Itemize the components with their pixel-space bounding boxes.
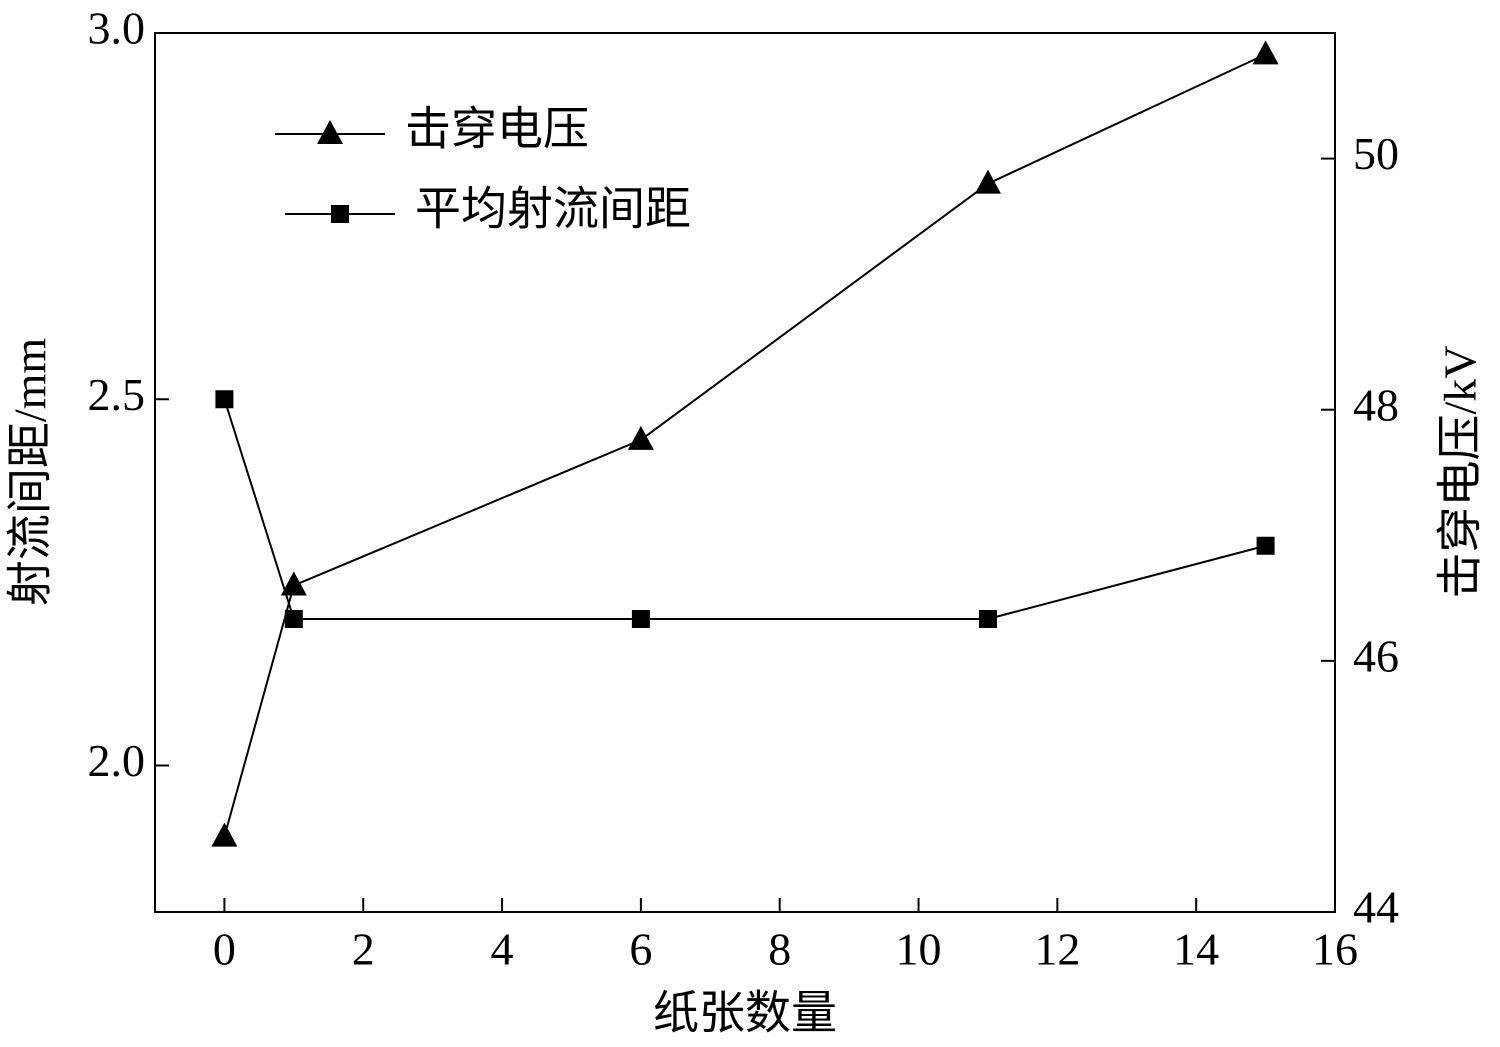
marker: [627, 425, 654, 450]
marker: [215, 390, 234, 409]
marker: [331, 205, 349, 223]
x-tick-label: 14: [1173, 924, 1219, 975]
x-tick-label: 8: [768, 924, 791, 975]
y2-tick-label: 50: [1353, 128, 1399, 179]
x-tick-label: 12: [1034, 924, 1080, 975]
series-line: [223, 53, 1267, 837]
y-tick-label: 3.0: [88, 3, 146, 54]
x-tick-label: 6: [629, 924, 652, 975]
marker: [978, 610, 997, 628]
y2-tick-label: 44: [1353, 882, 1399, 933]
legend-label: 平均射流间距: [415, 184, 691, 235]
x-axis-label: 纸张数量: [653, 988, 837, 1039]
marker: [280, 571, 307, 596]
x-tick-label: 2: [352, 924, 375, 975]
marker: [284, 610, 303, 628]
plot-frame: [154, 32, 1336, 913]
x-tick-label: 4: [491, 924, 514, 975]
marker: [1256, 536, 1275, 555]
marker: [631, 610, 650, 628]
x-tick-label: 0: [213, 924, 236, 975]
y-axis-label: 射流间距/mm: [5, 338, 56, 607]
legend-label: 击穿电压: [405, 104, 589, 155]
marker: [211, 822, 238, 847]
marker: [317, 120, 343, 144]
y2-tick-label: 46: [1353, 630, 1399, 681]
y-tick-label: 2.0: [88, 735, 146, 786]
y-tick-label: 2.5: [88, 369, 146, 420]
marker: [1252, 40, 1279, 65]
x-tick-label: 10: [896, 924, 942, 975]
marker: [974, 169, 1001, 194]
series-line: [223, 398, 1266, 620]
y2-tick-label: 48: [1353, 379, 1399, 430]
y2-axis-label: 击穿电压/kV: [1435, 346, 1486, 599]
x-tick-label: 16: [1312, 924, 1358, 975]
